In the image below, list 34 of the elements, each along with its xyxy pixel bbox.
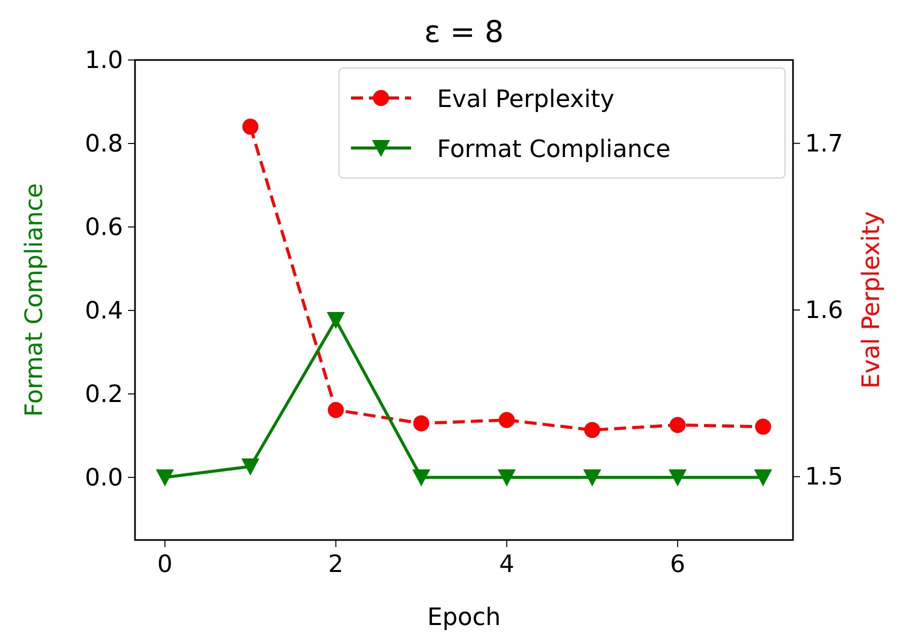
point (584, 422, 600, 438)
x-tick-label: 6 (670, 550, 686, 578)
y-tick-label: 1.0 (84, 46, 123, 74)
point (498, 412, 515, 428)
y-tick-label: 0.2 (84, 380, 123, 408)
y-tick-label: 0.8 (84, 129, 123, 158)
legend-label: Eval Perplexity (437, 85, 614, 113)
y2-axis-title: Eval Perplexity (857, 211, 885, 389)
point (668, 469, 687, 486)
y-tick-label: 0.6 (84, 212, 123, 241)
point (241, 458, 260, 476)
y2-tick-label: 1.5 (805, 462, 844, 491)
point (412, 469, 430, 486)
x-tick-label: 4 (499, 550, 514, 578)
chart-title: ε = 8 (424, 15, 504, 50)
legend-label: Format Compliance (437, 135, 670, 163)
point (413, 415, 430, 432)
y2-tick-label: 1.7 (805, 129, 844, 158)
point (754, 469, 772, 486)
y2-tick-label: 1.6 (805, 296, 844, 324)
y-tick-label: 0.4 (84, 296, 123, 324)
point (583, 469, 602, 486)
point (670, 417, 686, 433)
point (326, 312, 345, 330)
y-axis-title: Format Compliance (20, 183, 48, 417)
point (498, 469, 516, 486)
x-tick-label: 0 (157, 550, 173, 578)
point (242, 118, 258, 135)
point (328, 402, 344, 418)
x-axis-title: Epoch (427, 603, 501, 631)
x-tick-label: 2 (328, 550, 344, 578)
y-tick-label: 0.0 (84, 463, 123, 492)
point (755, 418, 772, 435)
point (156, 469, 174, 486)
